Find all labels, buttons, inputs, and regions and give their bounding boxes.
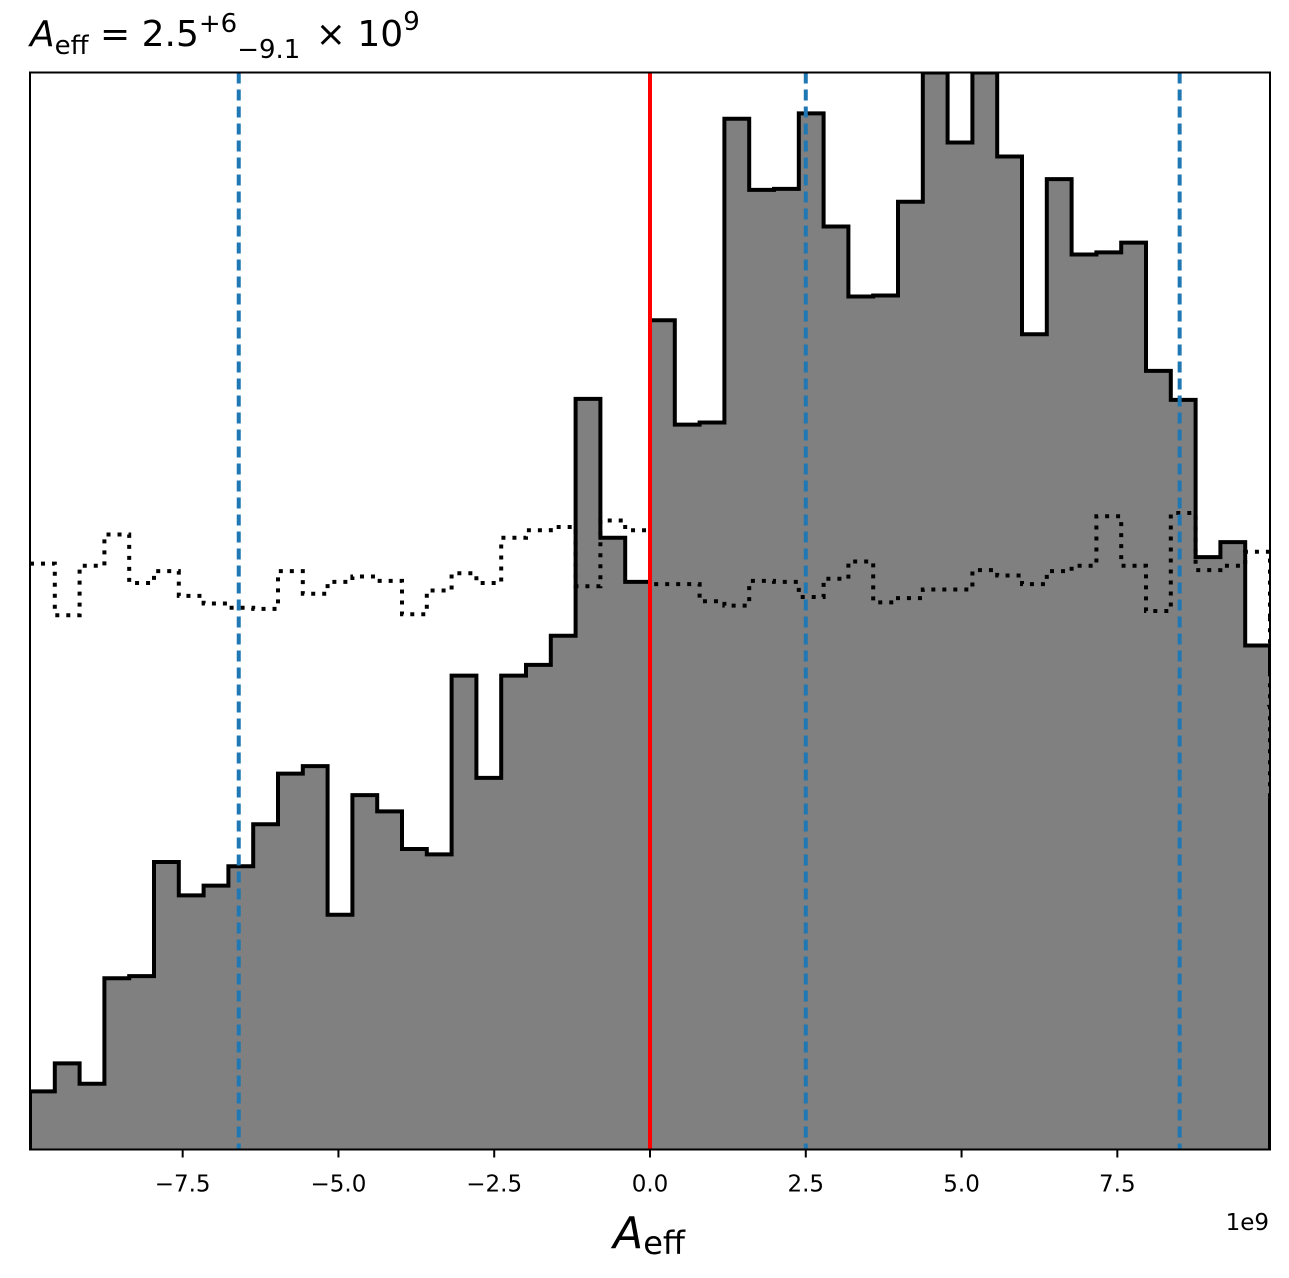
x-tick-label: −5.0 [311, 1172, 367, 1198]
posterior-outline [30, 72, 1270, 1150]
posterior-bar [947, 142, 973, 1150]
posterior-bar [476, 777, 502, 1150]
posterior-bar [1146, 370, 1172, 1150]
posterior-bar [575, 398, 601, 1150]
posterior-bar [873, 295, 899, 1150]
posterior-bar [1220, 542, 1246, 1150]
posterior-bar [774, 188, 800, 1150]
posterior-bar [1170, 399, 1197, 1150]
posterior-bar [823, 226, 849, 1150]
posterior-bar [327, 914, 353, 1150]
posterior-bar [898, 201, 924, 1150]
x-axis-label: Aeff [610, 1208, 686, 1262]
posterior-bar [1245, 645, 1270, 1150]
posterior-bar [178, 895, 205, 1150]
title-symbol: A [28, 14, 55, 55]
x-tick-label: 5.0 [943, 1172, 980, 1198]
title-exp: 9 [403, 7, 420, 37]
posterior-bar [451, 675, 477, 1150]
posterior-bar [600, 537, 626, 1150]
x-tick-label: 0.0 [632, 1172, 669, 1198]
posterior-bars [30, 72, 1270, 1150]
posterior-bar [1096, 252, 1122, 1150]
x-axis-ticks: −7.5 −5.0 −2.5 0.0 2.5 5.0 7.5 [155, 1149, 1136, 1198]
posterior-bar [302, 766, 329, 1150]
posterior-bar [30, 1091, 56, 1150]
posterior-bar [625, 581, 651, 1150]
posterior-bar [1022, 334, 1048, 1150]
x-tick-label: 7.5 [1099, 1172, 1136, 1198]
posterior-bar [674, 424, 701, 1150]
posterior-bar [79, 1083, 105, 1150]
x-tick-label: −7.5 [155, 1172, 211, 1198]
posterior-bar [749, 189, 775, 1150]
posterior-bar [228, 866, 254, 1150]
xlabel-sub: eff [643, 1224, 686, 1262]
posterior-bar [724, 118, 750, 1150]
posterior-bar [972, 72, 998, 1150]
posterior-bar [922, 72, 949, 1150]
posterior-bar [550, 635, 577, 1150]
posterior-bar [1071, 254, 1097, 1150]
x-axis-offset-label: 1e9 [1226, 1210, 1269, 1236]
posterior-bar [104, 978, 130, 1150]
posterior-bar [1121, 242, 1147, 1150]
posterior-bar [377, 811, 403, 1150]
posterior-bar [54, 1063, 81, 1150]
posterior-bar [402, 849, 428, 1150]
title-symbol-sub: eff [55, 31, 90, 61]
posterior-bar [798, 113, 825, 1150]
posterior-bar [154, 861, 180, 1150]
posterior-bar [997, 156, 1023, 1150]
posterior-bar [699, 422, 725, 1150]
plot-area [30, 72, 1270, 1150]
posterior-bar [1046, 179, 1073, 1150]
prior-outline [30, 510, 1270, 1150]
posterior-bar [352, 795, 378, 1150]
posterior-bar [650, 320, 676, 1150]
chart-title: Aeff = 2.5+6−9.1 × 109 [28, 7, 420, 65]
posterior-bar [1195, 557, 1221, 1150]
posterior-bar [203, 885, 229, 1150]
posterior-bar [426, 854, 453, 1150]
posterior-bar [129, 976, 155, 1150]
title-sub: −9.1 [237, 35, 300, 65]
posterior-bar [526, 664, 552, 1150]
title-sup: +6 [199, 9, 237, 39]
title-equals: = 2.5 [89, 14, 199, 55]
title-times: × 10 [304, 14, 403, 55]
posterior-bar [278, 773, 304, 1150]
x-tick-label: 2.5 [787, 1172, 824, 1198]
xlabel-symbol: A [610, 1208, 643, 1259]
posterior-bar [253, 824, 279, 1150]
posterior-bar [848, 296, 874, 1150]
posterior-bar [501, 675, 527, 1150]
x-tick-label: −2.5 [466, 1172, 522, 1198]
